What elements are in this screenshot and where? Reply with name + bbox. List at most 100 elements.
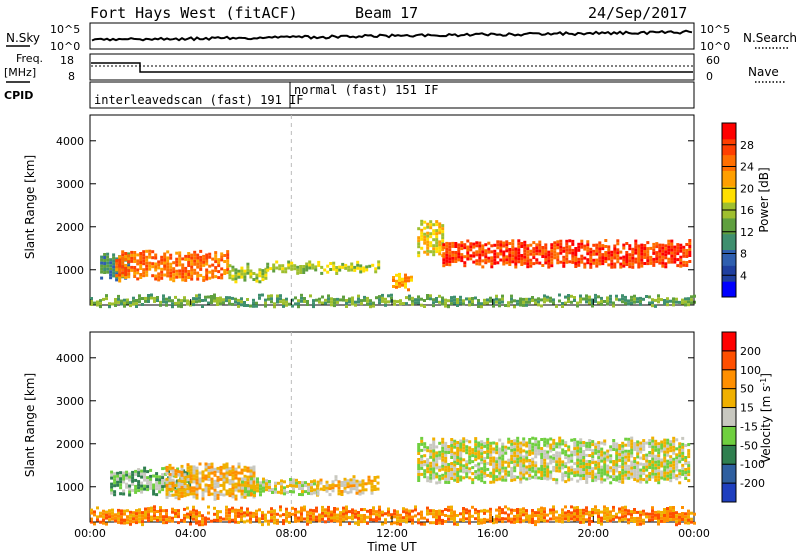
velocity-cell — [375, 519, 378, 523]
velocity-cell — [255, 515, 258, 519]
power-cell — [484, 261, 488, 265]
noise-right-tick-bottom: 10^0 — [700, 40, 730, 53]
power-cell — [690, 295, 693, 299]
power-cell — [609, 300, 612, 304]
power-cell — [454, 257, 458, 260]
power-cell — [625, 263, 629, 266]
velocity-cell — [93, 510, 96, 514]
velocity-cell — [158, 475, 162, 479]
power-cell — [637, 259, 641, 263]
velocity-cell — [564, 471, 568, 475]
power-cell — [534, 301, 537, 305]
velocity-cell — [131, 482, 135, 486]
power-cell — [312, 299, 315, 303]
velocity-cell — [585, 471, 589, 475]
power-cell — [187, 270, 191, 273]
power-cell — [511, 248, 515, 252]
velocity-cell — [477, 462, 481, 466]
velocity-cell — [258, 508, 261, 512]
velocity-cell — [678, 451, 682, 455]
velocity-cell — [576, 443, 580, 447]
velocity-cell — [579, 514, 582, 518]
power-cell — [610, 259, 614, 263]
power-cell — [169, 265, 173, 269]
power-cell — [356, 266, 360, 270]
velocity-cell — [681, 454, 685, 458]
power-cell — [351, 299, 354, 303]
velocity-cell — [564, 462, 568, 466]
velocity-cell — [654, 439, 658, 443]
velocity-cell — [219, 516, 222, 520]
power-cell — [505, 240, 509, 244]
velocity-cell — [345, 514, 348, 518]
velocity-cell — [420, 439, 424, 443]
velocity-cell — [331, 489, 335, 493]
velocity-cell — [519, 444, 523, 448]
power-cell — [338, 268, 342, 272]
power-cell — [192, 297, 195, 301]
power-cell — [264, 298, 267, 302]
power-cell — [184, 272, 188, 276]
velocity-cell — [513, 475, 517, 479]
power-cell — [463, 246, 467, 250]
power-cell — [643, 253, 647, 256]
power-cell — [216, 303, 219, 306]
velocity-cell — [513, 514, 516, 518]
velocity-cell — [318, 519, 321, 523]
velocity-cell — [609, 466, 613, 470]
power-cell — [426, 234, 430, 238]
power-cell — [404, 282, 407, 286]
velocity-cell — [558, 445, 562, 449]
power-cell — [228, 270, 232, 274]
power-cell — [154, 253, 158, 257]
velocity-cell — [501, 466, 505, 470]
velocity-cell — [570, 450, 574, 454]
velocity-cell — [489, 513, 492, 517]
cpid-label: CPID — [4, 89, 33, 102]
velocity-cell — [474, 511, 477, 515]
velocity-cell — [165, 489, 169, 493]
velocity-cell — [492, 459, 496, 463]
power-cell — [616, 242, 620, 246]
velocity-cell — [420, 516, 423, 520]
velocity-cell — [144, 510, 147, 514]
velocity-cell — [669, 449, 673, 453]
velocity-cell — [438, 450, 442, 454]
power-cell — [231, 274, 235, 278]
power-cell — [664, 250, 668, 254]
velocity-cell — [594, 448, 598, 452]
power-cell — [585, 294, 588, 298]
velocity-cell — [161, 482, 165, 486]
power-cell — [678, 300, 681, 304]
noise-trace — [91, 29, 693, 42]
velocity-cell — [96, 515, 99, 519]
power-ytick-label-0: 4000 — [56, 135, 84, 148]
velocity-cell — [549, 508, 552, 512]
power-cell — [127, 254, 131, 258]
velocity-cell — [495, 448, 499, 452]
velocity-cell — [546, 441, 550, 445]
velocity-cell — [462, 449, 466, 453]
velocity-cell — [531, 457, 535, 461]
power-cell — [222, 298, 225, 302]
power-cell — [522, 303, 525, 307]
power-cell — [474, 296, 477, 300]
power-cell — [228, 276, 232, 280]
velocity-cell — [630, 460, 634, 464]
velocity-cell — [624, 508, 627, 512]
velocity-cell — [570, 459, 574, 463]
power-cell — [508, 251, 512, 254]
velocity-cell — [249, 520, 252, 524]
power-cell — [480, 305, 483, 309]
power-cell — [393, 299, 396, 303]
velocity-cell — [277, 481, 280, 485]
velocity-cell — [189, 510, 192, 514]
velocity-cell — [516, 442, 520, 446]
power-cell — [448, 260, 452, 264]
velocity-cell — [525, 477, 529, 481]
velocity-cell — [276, 512, 279, 516]
velocity-cell — [663, 468, 667, 472]
power-cell — [442, 252, 446, 256]
velocity-cell — [420, 466, 424, 470]
velocity-cell — [426, 512, 429, 516]
